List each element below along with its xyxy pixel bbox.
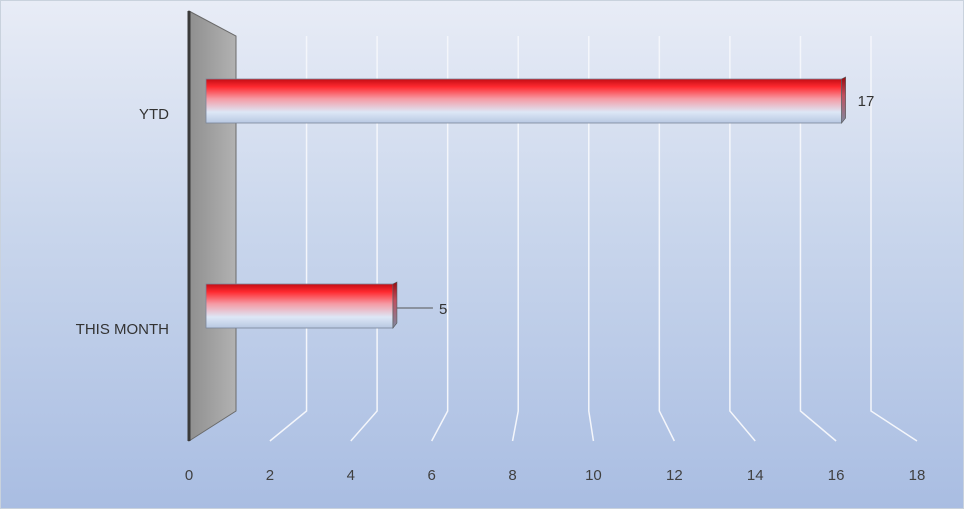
bars [205, 76, 846, 329]
data-label: 17 [858, 93, 875, 110]
x-tick-label: 6 [427, 467, 435, 484]
gridlines [269, 36, 918, 442]
gridline [658, 36, 676, 442]
gridline [870, 36, 918, 442]
gridline [729, 36, 756, 442]
data-label: 5 [439, 301, 447, 318]
x-tick-label: 2 [266, 467, 274, 484]
x-tick-label: 14 [747, 467, 764, 484]
gridline [269, 36, 308, 442]
category-label: THIS MONTH [76, 321, 169, 338]
x-tick-label: 4 [347, 467, 355, 484]
axis-wall [187, 10, 237, 442]
category-label: YTD [139, 106, 169, 123]
x-tick-label: 18 [909, 467, 926, 484]
x-tick-label: 12 [666, 467, 683, 484]
x-tick-label: 0 [185, 467, 193, 484]
axis-wall-panel [188, 10, 237, 442]
bar [205, 76, 846, 124]
labels: 0 2 4 6 8 10 12 14 16 18 YTD 17 THIS MONTH 5 [76, 93, 926, 484]
x-tick-label: 8 [508, 467, 516, 484]
gridline [350, 36, 378, 442]
bar-face [205, 283, 394, 329]
gridline [431, 36, 449, 442]
bar-end-cap [841, 76, 846, 124]
gridline [799, 36, 837, 442]
bar-face [205, 78, 843, 124]
bar-end-cap [392, 281, 398, 329]
x-tick-label: 10 [585, 467, 602, 484]
bar [205, 281, 398, 329]
x-tick-label: 16 [828, 467, 845, 484]
gridline [588, 36, 595, 442]
gridline [511, 36, 519, 442]
